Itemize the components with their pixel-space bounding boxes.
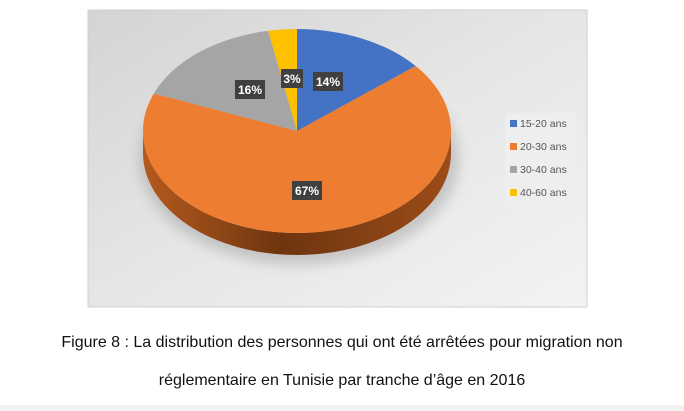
data-label-box bbox=[281, 69, 303, 88]
legend-swatch bbox=[510, 189, 517, 196]
pie-slice-15-20-ans bbox=[297, 29, 416, 131]
data-label: 16% bbox=[238, 83, 262, 97]
legend-label: 30-40 ans bbox=[520, 164, 567, 176]
pie-slice-20-30-ans bbox=[143, 65, 451, 234]
data-label-box bbox=[235, 80, 265, 99]
page-edge bbox=[0, 405, 684, 411]
legend-swatch bbox=[510, 120, 517, 127]
legend: 15-20 ans 20-30 ans 30-40 ans 40-60 ans bbox=[505, 113, 577, 205]
legend-label: 15-20 ans bbox=[520, 118, 567, 130]
data-label-box bbox=[313, 72, 343, 91]
data-label-box bbox=[292, 181, 322, 200]
figure-caption-line-1: Figure 8 : La distribution des personnes… bbox=[61, 334, 623, 351]
legend-swatch bbox=[510, 143, 517, 150]
pie-side-wall bbox=[143, 131, 451, 255]
figure-caption-line-2: réglementaire en Tunisie par tranche d’â… bbox=[158, 372, 526, 389]
legend-swatch bbox=[510, 166, 517, 173]
legend-label: 20-30 ans bbox=[520, 141, 567, 153]
data-label: 67% bbox=[295, 184, 319, 198]
pie-chart: 14% 67% 16% 3% 15-20 ans 20-30 ans 30-40 ans 4… bbox=[87, 9, 588, 308]
pie-slice-30-40-ans bbox=[153, 30, 297, 131]
data-label: 3% bbox=[283, 72, 301, 86]
data-label: 14% bbox=[316, 75, 340, 89]
legend-label: 40-60 ans bbox=[520, 187, 567, 199]
